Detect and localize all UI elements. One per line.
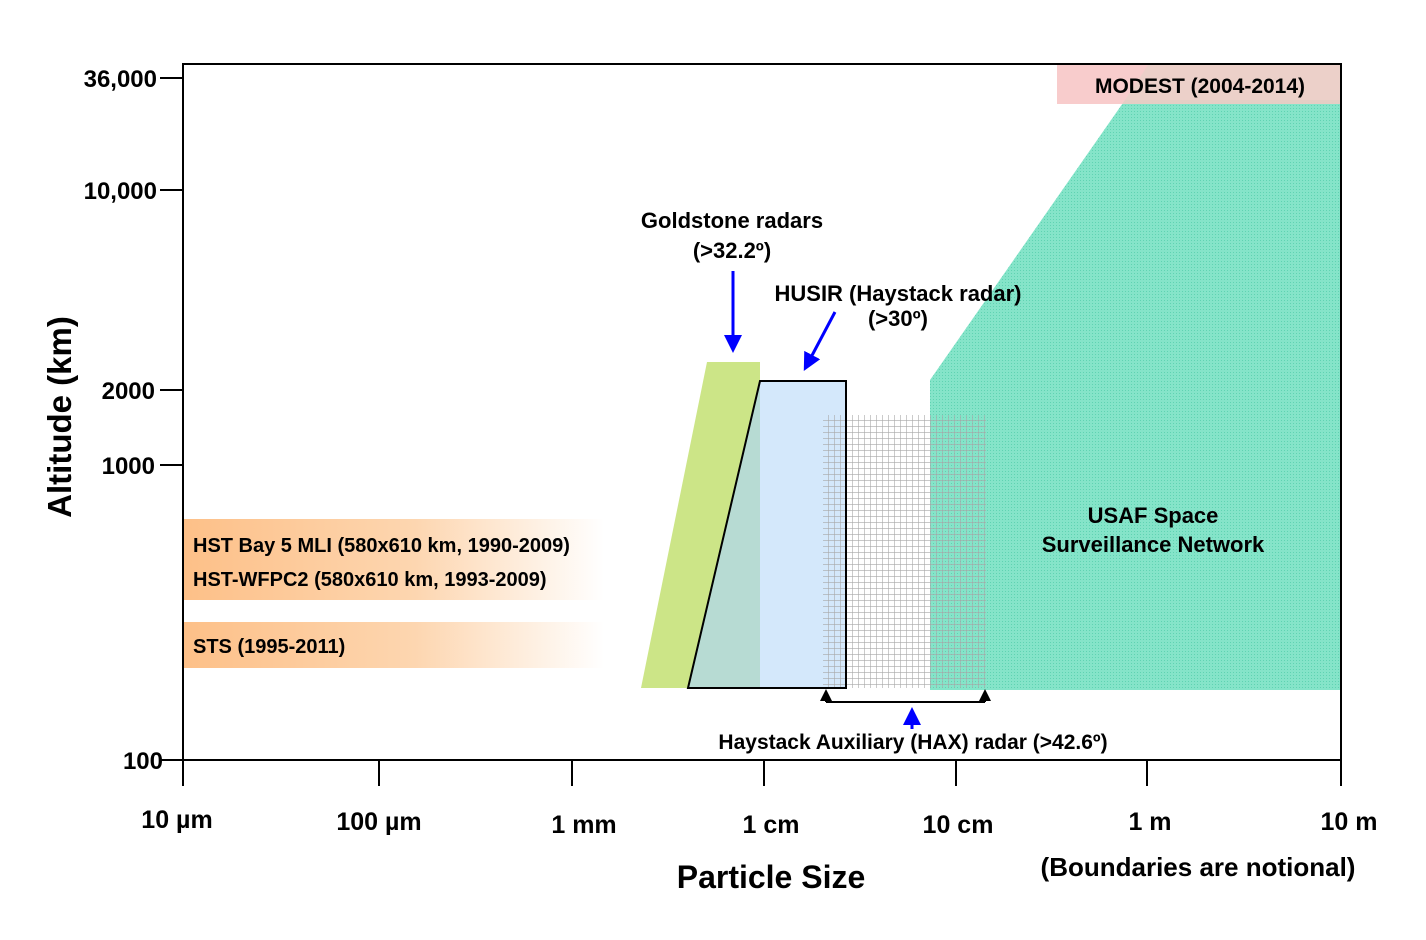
sts-label: STS (1995-2011) xyxy=(193,636,345,658)
modest-region xyxy=(1057,65,1341,104)
x-tick-label: 1 cm xyxy=(743,811,800,839)
plot-frame xyxy=(182,63,1342,761)
hst-region xyxy=(184,519,604,600)
goldstone-label: (>32.2º) xyxy=(693,238,771,263)
ssn-region xyxy=(930,100,1341,690)
hax-label: Haystack Auxiliary (HAX) radar (>42.6º) xyxy=(718,731,1107,754)
goldstone-label: Goldstone radars xyxy=(641,208,823,233)
x-tick-label: 1 m xyxy=(1128,808,1171,836)
hax-region xyxy=(823,415,986,688)
x-tick-label: 10 µm xyxy=(141,806,212,834)
y-tick-label: 36,000 xyxy=(84,66,157,93)
y-axis-title: Altitude (km) xyxy=(41,316,78,518)
y-tick-label: 10,000 xyxy=(84,178,157,205)
y-tick-label: 1000 xyxy=(102,453,155,480)
husir-label: (>30º) xyxy=(868,306,928,331)
ssn-label: Surveillance Network xyxy=(1042,532,1265,557)
modest-label: MODEST (2004-2014) xyxy=(1095,75,1305,98)
x-tick-label: 1 mm xyxy=(551,811,616,839)
x-tick-label: 10 cm xyxy=(923,811,994,839)
husir-arrow xyxy=(803,311,837,371)
sts-region xyxy=(184,622,604,668)
y-tick-label: 100 xyxy=(123,748,163,775)
hst-wfpc2-label: HST-WFPC2 (580x610 km, 1993-2009) xyxy=(193,569,547,591)
hax-bracket xyxy=(820,689,991,703)
ssn-label: USAF Space xyxy=(1088,503,1219,528)
husir-label: HUSIR (Haystack radar) xyxy=(775,281,1022,306)
boundaries-note: (Boundaries are notional) xyxy=(1041,852,1356,882)
x-axis-title: Particle Size xyxy=(677,859,866,895)
y-tick-label: 2000 xyxy=(102,378,155,405)
x-tick-label: 10 m xyxy=(1321,808,1378,836)
hst-bay5-label: HST Bay 5 MLI (580x610 km, 1990-2009) xyxy=(193,535,570,557)
x-tick-label: 100 µm xyxy=(336,808,421,836)
